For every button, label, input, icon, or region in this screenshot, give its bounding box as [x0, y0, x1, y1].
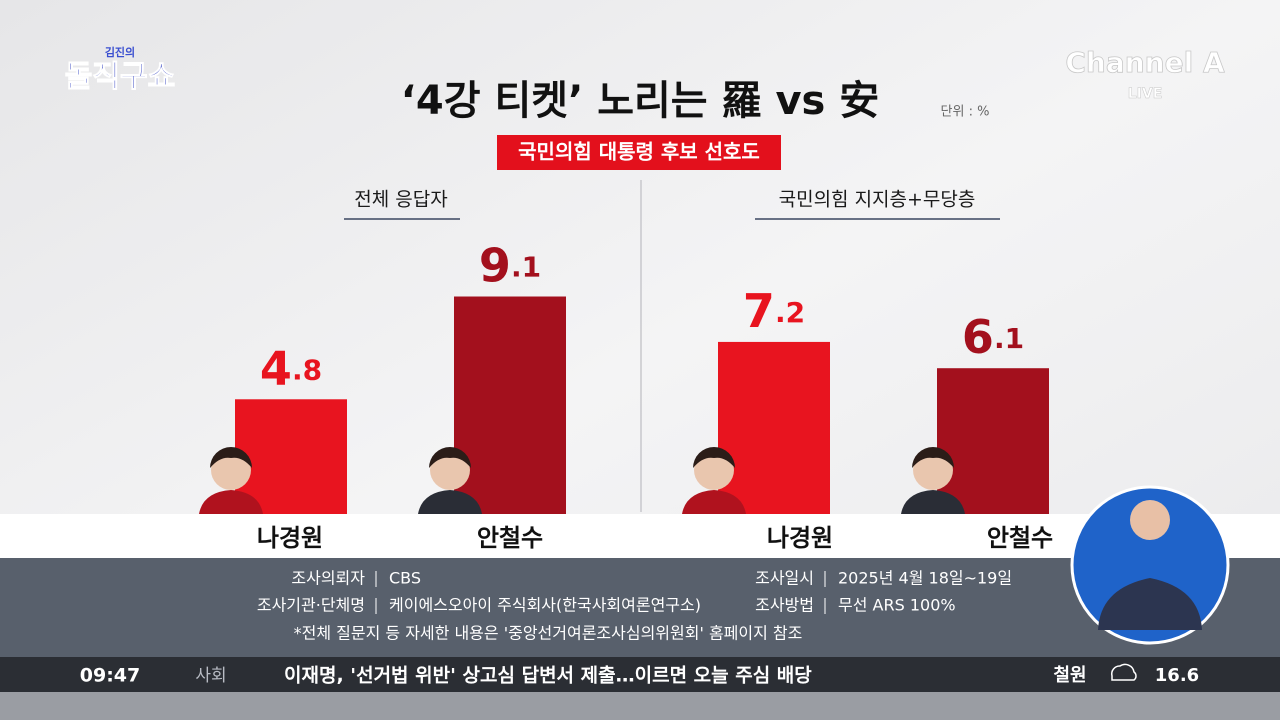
portrait-head	[430, 450, 470, 490]
survey-key: 조사일시	[755, 569, 814, 588]
badge: 국민의힘 대통령 후보 선호도	[518, 140, 760, 164]
ticker-section: 사회	[195, 666, 226, 686]
portrait-hair	[429, 447, 471, 468]
interpreter-body	[1098, 578, 1202, 630]
portrait-head	[913, 450, 953, 490]
category-label: 안철수	[987, 524, 1053, 552]
portrait-body	[199, 490, 263, 514]
ticker-time: 09:47	[80, 665, 140, 687]
survey-key: 조사방법	[755, 596, 814, 615]
panel-subtitle: 전체 응답자	[354, 189, 447, 211]
weather-icon	[1111, 663, 1137, 681]
portrait-hair	[912, 447, 954, 468]
survey-value: 무선 ARS 100%	[838, 596, 956, 615]
survey-value: 케이에스오아이 주식회사(한국사회여론연구소)	[389, 596, 701, 615]
interpreter-head	[1130, 500, 1170, 540]
portrait-hair	[210, 447, 252, 468]
portrait-body	[901, 490, 965, 514]
panel-subtitle: 국민의힘 지지층+무당층	[779, 189, 976, 211]
value-label: 7.2	[743, 283, 805, 337]
value-label: 9.1	[479, 238, 541, 292]
bar	[937, 368, 1049, 514]
show-small: 김진의	[105, 45, 135, 59]
name-band	[0, 514, 1280, 558]
portrait-hair	[693, 447, 735, 468]
ticker-bar	[0, 657, 1280, 692]
bar	[235, 399, 347, 514]
bottom-strip	[0, 692, 1280, 720]
survey-key: 조사기관·단체명	[257, 596, 365, 615]
unit: 단위 : %	[941, 105, 990, 120]
survey-value: CBS	[389, 569, 421, 588]
value-label: 4.8	[260, 341, 322, 395]
value-label: 6.1	[962, 310, 1024, 364]
title: ‘4강 티켓’ 노리는 羅 vs 安	[401, 78, 880, 124]
category-label: 안철수	[477, 524, 543, 552]
category-label: 나경원	[257, 524, 323, 552]
badge-box	[497, 135, 781, 170]
survey-note: *전체 질문지 등 자세한 내용은 '중앙선거여론조사심의위원회' 홈페이지 참…	[294, 624, 803, 643]
bar	[454, 296, 566, 514]
portrait-body	[682, 490, 746, 514]
show-logo: 돌직구쇼	[65, 60, 175, 95]
info-panel	[0, 558, 1280, 657]
portrait-head	[211, 450, 251, 490]
category-label: 나경원	[767, 524, 833, 552]
survey-value: 2025년 4월 18일~19일	[838, 569, 1012, 588]
channel-logo: Channel A	[1065, 46, 1225, 79]
live-label: LIVE	[1128, 86, 1163, 102]
ticker-headline: 이재명, '선거법 위반' 상고심 답변서 제출…이르면 오늘 주심 배당	[284, 665, 812, 687]
bar	[718, 341, 830, 514]
weather-city: 철원	[1053, 665, 1086, 686]
portrait-head	[694, 450, 734, 490]
weather-temp: 16.6	[1155, 665, 1199, 686]
portrait-body	[418, 490, 482, 514]
survey-key: 조사의뢰자	[291, 569, 365, 588]
